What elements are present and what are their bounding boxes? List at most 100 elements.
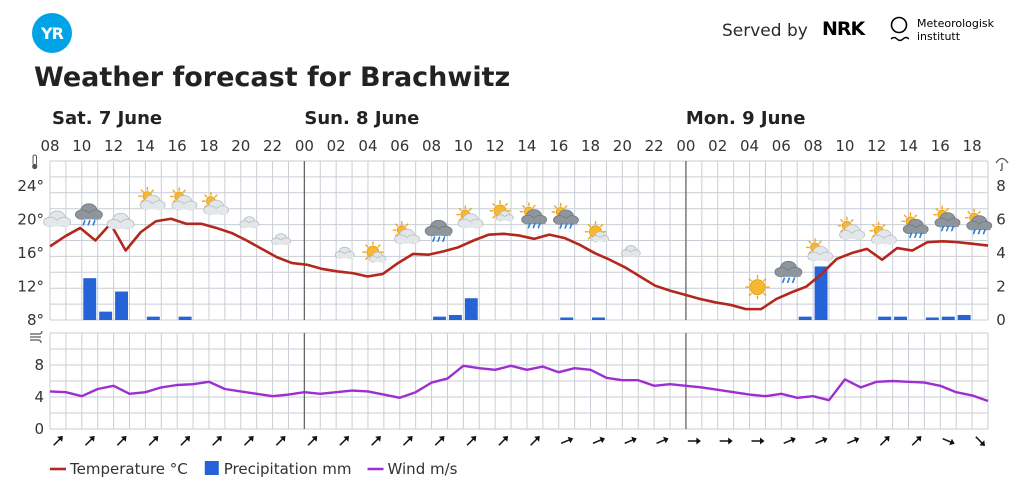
partly-cloudy-night-icon — [239, 210, 260, 228]
precipitation-axis-label: 6 — [996, 211, 1006, 229]
precipitation-bar — [814, 266, 828, 320]
temperature-axis-label: 24° — [17, 177, 44, 195]
precipitation-axis-label: 0 — [996, 311, 1006, 329]
wind-arrow-icon — [307, 436, 318, 446]
day-label: Sat. 7 June — [52, 108, 162, 129]
yr-logo[interactable]: YR — [32, 13, 72, 53]
nrk-logo[interactable]: NRK — [822, 18, 865, 40]
wind-arrow-icon — [339, 436, 350, 446]
hour-tick-label: 00 — [295, 137, 314, 155]
wind-arrow-icon — [656, 436, 669, 444]
hour-tick-label: 10 — [72, 137, 91, 155]
rain-icon — [74, 203, 103, 226]
partly-cloudy-day-icon — [869, 221, 897, 245]
fair-day-icon — [489, 200, 514, 222]
wind-arrow-icon — [148, 436, 159, 446]
wind-line — [49, 364, 989, 403]
met-logo-text[interactable]: Meteorologisk institutt — [917, 17, 994, 43]
page-title: Weather forecast for Brachwitz — [34, 62, 511, 93]
wind-axis-label: 8 — [34, 356, 44, 374]
day-label: Sun. 8 June — [304, 108, 419, 129]
partly-cloudy-night-icon — [620, 239, 641, 257]
hour-tick-label: 18 — [581, 137, 600, 155]
wind-arrow-icon — [212, 436, 222, 446]
partly-cloudy-day-icon — [805, 238, 834, 262]
rain-sun-icon — [964, 208, 993, 235]
precipitation-bar — [146, 316, 160, 320]
partly-cloudy-day-icon — [169, 187, 198, 211]
cloudy-icon — [106, 212, 135, 230]
partly-cloudy-night-icon — [334, 241, 355, 259]
precipitation-bar — [894, 316, 908, 320]
legend-label: Precipitation mm — [224, 460, 352, 478]
hour-tick-label: 20 — [231, 137, 250, 155]
wind-axis-label: 4 — [34, 388, 44, 406]
wind-arrow-icon — [275, 436, 286, 446]
wind-arrow-icon — [498, 436, 509, 446]
hour-tick-label: 10 — [835, 137, 854, 155]
wind-arrow-icon — [434, 436, 445, 446]
precipitation-bar — [925, 317, 939, 320]
day-label: Mon. 9 June — [686, 108, 806, 129]
precipitation-axis-label: 8 — [996, 177, 1006, 195]
fair-day-icon — [362, 241, 387, 263]
partly-cloudy-day-icon — [201, 191, 230, 215]
wind-arrow-icon — [815, 436, 828, 444]
precipitation-axis-label: 2 — [996, 278, 1006, 296]
rain-sun-icon — [933, 205, 961, 232]
precipitation-bars — [83, 266, 971, 320]
rain-sun-icon — [519, 202, 548, 229]
hour-tick-label: 14 — [136, 137, 155, 155]
wind-arrow-icon — [783, 436, 796, 444]
precipitation-bar — [592, 317, 605, 320]
clear-day-icon — [745, 274, 770, 300]
hour-tick-label: 04 — [740, 137, 759, 155]
hour-tick-label: 02 — [327, 137, 346, 155]
clear-night-icon — [307, 237, 315, 252]
precipitation-axis-label: 4 — [996, 244, 1006, 262]
umbrella-icon — [995, 157, 1009, 171]
rain-sun-icon — [551, 202, 579, 229]
wind-arrow-icon — [84, 436, 95, 446]
wind-arrows — [53, 436, 986, 446]
hour-tick-label: 04 — [358, 137, 377, 155]
hour-tick-label: 02 — [708, 137, 727, 155]
wind-arrow-icon — [560, 436, 574, 444]
hour-tick-label: 16 — [931, 137, 950, 155]
precipitation-bar — [115, 291, 128, 320]
temperature-line — [49, 217, 989, 311]
partly-cloudy-night-icon — [271, 227, 291, 245]
hour-tick-label: 08 — [40, 137, 59, 155]
wind-arrow-icon — [911, 436, 922, 446]
rain-icon — [774, 260, 803, 284]
legend-label: Temperature °C — [69, 460, 188, 478]
hour-tick-label: 06 — [772, 137, 791, 155]
wind-arrow-icon — [592, 436, 605, 444]
wind-arrow-icon — [243, 436, 254, 446]
wind-arrow-icon — [942, 438, 955, 446]
wind-arrow-icon — [180, 436, 191, 446]
wind-arrow-icon — [530, 436, 540, 446]
precipitation-bar — [957, 314, 971, 320]
hour-tick-label: 14 — [517, 137, 536, 155]
precipitation-bar — [178, 316, 192, 320]
precipitation-bar — [99, 311, 113, 320]
clear-night-icon — [657, 258, 665, 273]
partly-cloudy-day-icon — [837, 216, 866, 240]
precipitation-bar — [798, 316, 812, 320]
wind-arrow-icon — [751, 437, 765, 445]
wind-arrow-icon — [975, 436, 986, 446]
chart-legend: Temperature °C Precipitation mm Wind m/s — [50, 460, 458, 478]
hour-tick-label: 12 — [104, 137, 123, 155]
wind-arrow-icon — [402, 436, 413, 446]
hour-tick-label: 16 — [168, 137, 187, 155]
hour-tick-label: 12 — [867, 137, 886, 155]
temperature-axis-label: 8° — [27, 311, 44, 329]
wind-arrow-icon — [624, 436, 637, 444]
chart-lines — [49, 217, 989, 403]
wind-arrow-icon — [53, 436, 63, 446]
met-logo-icon — [890, 16, 909, 42]
hour-tick-label: 22 — [263, 137, 282, 155]
